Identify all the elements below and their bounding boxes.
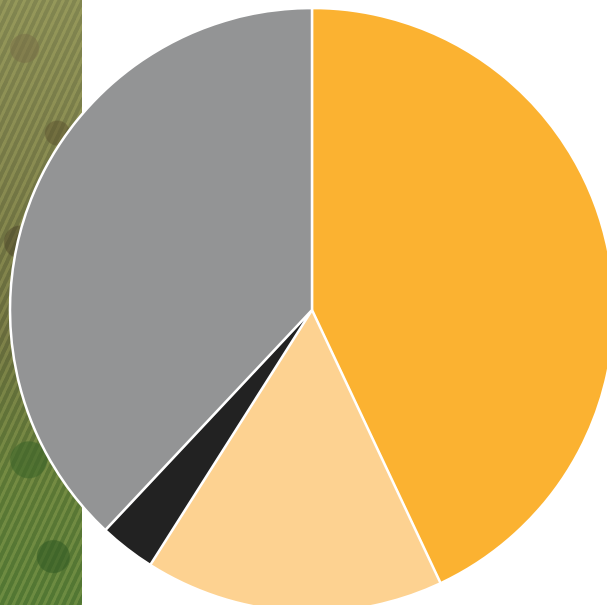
pie-slice-2 (148, 308, 442, 605)
pie-slice-4 (8, 6, 314, 532)
pie-slices (8, 6, 607, 605)
